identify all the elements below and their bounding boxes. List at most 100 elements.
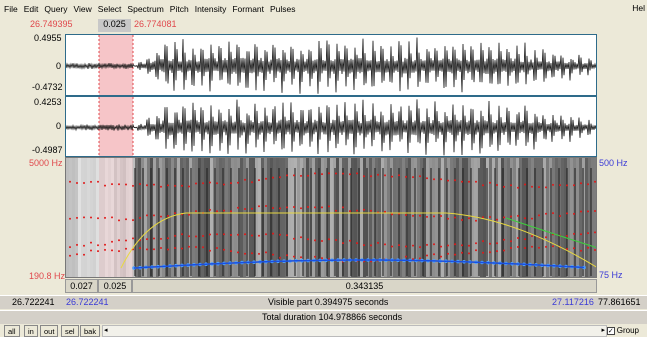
menu-pulses[interactable]: Pulses bbox=[270, 3, 296, 14]
zoom-sel-button[interactable]: sel bbox=[61, 325, 79, 337]
formant-dot bbox=[419, 257, 421, 260]
waveform-channel-1[interactable] bbox=[65, 34, 597, 96]
visible-part-text: Visible part 0.394975 seconds bbox=[268, 297, 389, 307]
spectrogram-column bbox=[528, 158, 531, 277]
formant-dot bbox=[412, 214, 414, 217]
menu-pitch[interactable]: Pitch bbox=[169, 3, 189, 14]
formant-dot bbox=[468, 244, 470, 247]
duration-selection[interactable]: 0.025 bbox=[98, 279, 132, 293]
total-duration-bar[interactable]: Total duration 104.978866 seconds bbox=[0, 310, 647, 324]
formant-dot bbox=[202, 235, 204, 237]
group-checkbox[interactable]: ✓ Group bbox=[606, 325, 639, 337]
formant-dot bbox=[272, 253, 274, 256]
formant-dot bbox=[447, 244, 449, 247]
formant-dot bbox=[251, 181, 253, 184]
formant-dot bbox=[69, 217, 71, 220]
menu-help[interactable]: Hel bbox=[632, 3, 645, 13]
formant-dot bbox=[475, 180, 477, 183]
spectrogram-column bbox=[225, 158, 228, 277]
menu-file[interactable]: File bbox=[4, 3, 18, 14]
horizontal-scrollbar[interactable]: ◂ ▸ bbox=[102, 325, 607, 337]
spectrogram-column bbox=[72, 158, 75, 277]
formant-dot bbox=[384, 243, 386, 246]
formant-dot bbox=[412, 244, 414, 247]
glottal-striation bbox=[390, 168, 392, 276]
formant-dot bbox=[412, 258, 414, 261]
formant-dot bbox=[433, 243, 435, 246]
formant-dot bbox=[538, 186, 540, 189]
menu-view[interactable]: View bbox=[73, 3, 92, 14]
waveform-channel-2[interactable] bbox=[65, 96, 597, 157]
formant-dot bbox=[286, 254, 288, 257]
formant-dot bbox=[573, 212, 575, 215]
spectrogram-column bbox=[516, 158, 519, 277]
formant-dot bbox=[447, 217, 449, 220]
formant-dot bbox=[118, 250, 120, 253]
spectrogram-column bbox=[303, 158, 306, 277]
formant-dot bbox=[174, 234, 176, 237]
spectrogram-column bbox=[444, 158, 447, 277]
menu-intensity[interactable]: Intensity bbox=[194, 3, 227, 14]
formant-dot bbox=[531, 235, 533, 238]
glottal-striation bbox=[398, 168, 400, 276]
formant-dot bbox=[454, 243, 456, 246]
menu-spectrum[interactable]: Spectrum bbox=[127, 3, 164, 14]
spectrogram-column bbox=[399, 158, 402, 277]
formant-dot bbox=[489, 216, 491, 218]
formant-dot bbox=[258, 205, 260, 208]
spectrogram-column bbox=[249, 158, 252, 277]
zoom-back-button[interactable]: bak bbox=[80, 325, 101, 337]
menu-select[interactable]: Select bbox=[97, 3, 122, 14]
glottal-striation bbox=[526, 168, 528, 276]
formant-dot bbox=[286, 206, 288, 209]
selection-readout: 26.749395 0.025 26.774081 bbox=[0, 19, 647, 32]
formant-dot bbox=[391, 175, 393, 178]
spectrogram-column bbox=[375, 158, 378, 277]
formant-dot bbox=[538, 214, 540, 217]
zoom-all-button[interactable]: all bbox=[4, 325, 20, 337]
formant-dot bbox=[216, 247, 218, 249]
formant-dot bbox=[447, 252, 449, 255]
formant-dot bbox=[139, 216, 141, 219]
spectrogram-column bbox=[474, 158, 477, 277]
spectrogram[interactable] bbox=[65, 157, 597, 278]
formant-dot bbox=[545, 212, 547, 215]
formant-dot bbox=[90, 249, 92, 252]
scroll-right-icon[interactable]: ▸ bbox=[601, 327, 605, 334]
zoom-in-button[interactable]: in bbox=[24, 325, 38, 337]
formant-dot bbox=[405, 245, 407, 248]
spectrogram-column bbox=[87, 158, 90, 277]
formant-dot bbox=[587, 210, 589, 213]
glottal-striation bbox=[406, 168, 408, 276]
formant-dot bbox=[279, 176, 281, 179]
formant-dot bbox=[566, 248, 568, 250]
formant-dot bbox=[503, 238, 505, 241]
menu-formant[interactable]: Formant bbox=[232, 3, 265, 14]
glottal-striation bbox=[550, 168, 552, 276]
duration-left[interactable]: 0.027 bbox=[65, 279, 98, 293]
visible-part-bar[interactable]: 26.722241 26.722241 Visible part 0.39497… bbox=[0, 295, 647, 309]
glottal-striation bbox=[182, 168, 184, 276]
spectrogram-column bbox=[291, 158, 294, 277]
formant-dot bbox=[216, 233, 218, 236]
green-curve bbox=[505, 217, 596, 248]
formant-dot bbox=[552, 212, 554, 215]
waveform-1-svg bbox=[66, 35, 596, 95]
spectrogram-column bbox=[84, 158, 87, 277]
duration-right[interactable]: 0.343135 bbox=[132, 279, 597, 293]
spectrogram-column bbox=[264, 158, 267, 277]
formant-dot bbox=[244, 233, 246, 236]
glottal-striation bbox=[574, 168, 576, 276]
formant-dot bbox=[594, 231, 596, 234]
bottom-controls: all in out sel bak ◂ ▸ ✓ Group bbox=[0, 325, 647, 337]
menu-edit[interactable]: Edit bbox=[23, 3, 39, 14]
formant-dot bbox=[230, 250, 232, 253]
formant-dot bbox=[531, 245, 533, 248]
zoom-out-button[interactable]: out bbox=[40, 325, 59, 337]
menu-query[interactable]: Query bbox=[44, 3, 68, 14]
scroll-left-icon[interactable]: ◂ bbox=[104, 327, 108, 334]
formant-dot bbox=[454, 179, 456, 182]
formant-dot bbox=[594, 249, 596, 251]
glottal-striation bbox=[230, 168, 232, 276]
spectrogram-column bbox=[384, 158, 387, 277]
